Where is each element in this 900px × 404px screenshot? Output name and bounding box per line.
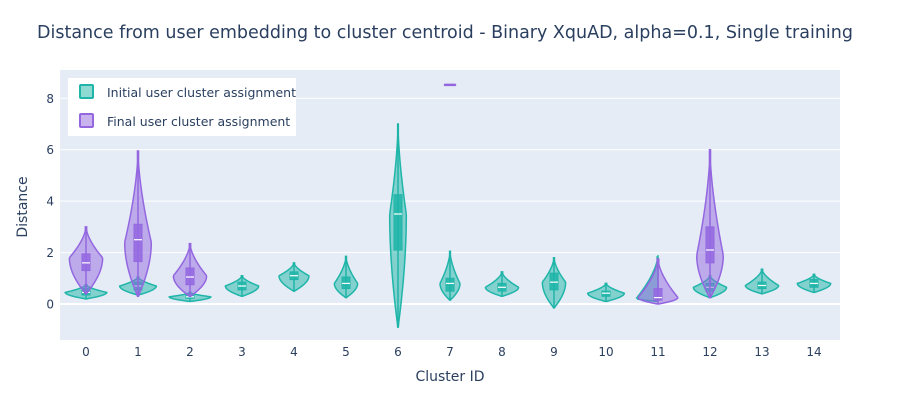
x-tick-label: 7 (446, 345, 454, 359)
x-tick-label: 4 (290, 345, 298, 359)
violin-box (393, 194, 403, 251)
violin-box (445, 277, 455, 292)
x-tick-label: 3 (238, 345, 246, 359)
violin-box (81, 253, 91, 272)
legend-background (68, 78, 296, 136)
violin-box (653, 288, 663, 301)
legend[interactable]: Initial user cluster assignment Final us… (68, 78, 296, 136)
violin[interactable] (278, 262, 310, 292)
legend-item-final[interactable]: Final user cluster assignment (79, 113, 290, 129)
violin[interactable] (224, 274, 260, 298)
violin[interactable] (637, 258, 679, 305)
x-tick-label: 0 (82, 345, 90, 359)
violin[interactable] (172, 242, 208, 298)
violins (64, 83, 832, 328)
x-tick-label: 6 (394, 345, 402, 359)
x-tick-label: 5 (342, 345, 350, 359)
y-tick-label: 4 (46, 195, 54, 209)
violin[interactable] (796, 273, 832, 294)
violin[interactable] (541, 256, 567, 309)
violin-box (549, 272, 559, 291)
x-tick-label: 12 (702, 345, 717, 359)
violin-box (133, 223, 143, 263)
y-tick-label: 6 (46, 143, 54, 157)
y-tick-label: 0 (46, 298, 54, 312)
legend-swatch-final (79, 113, 94, 128)
legend-label-final: Final user cluster assignment (107, 114, 290, 129)
violin[interactable] (68, 226, 104, 295)
x-tick-label: 13 (754, 345, 769, 359)
legend-item-initial[interactable]: Initial user cluster assignment (79, 84, 296, 100)
violin[interactable] (123, 150, 153, 298)
x-tick-label: 9 (550, 345, 558, 359)
violin-box (341, 276, 351, 290)
violin[interactable] (388, 123, 408, 328)
x-tick-label: 1 (134, 345, 142, 359)
violin[interactable] (744, 268, 780, 295)
violin-box (185, 267, 195, 286)
y-axis-label: Distance (15, 176, 31, 237)
x-tick-label: 8 (498, 345, 506, 359)
legend-label-initial: Initial user cluster assignment (107, 85, 296, 100)
violin-box (705, 226, 715, 264)
x-tick-label: 14 (806, 345, 821, 359)
legend-swatch-initial (79, 84, 94, 99)
violin[interactable] (439, 250, 461, 301)
violin[interactable] (695, 148, 725, 299)
chart-title: Distance from user embedding to cluster … (37, 23, 853, 43)
x-tick-label: 2 (186, 345, 194, 359)
x-axis-label: Cluster ID (415, 369, 484, 385)
y-tick-label: 8 (46, 92, 54, 106)
violin[interactable] (333, 255, 359, 299)
y-tick-label: 2 (46, 246, 54, 260)
x-tick-label: 11 (650, 345, 665, 359)
x-tick-label: 10 (598, 345, 613, 359)
violin[interactable] (586, 282, 626, 303)
violin[interactable] (484, 271, 520, 298)
violin-series-final (68, 83, 725, 305)
